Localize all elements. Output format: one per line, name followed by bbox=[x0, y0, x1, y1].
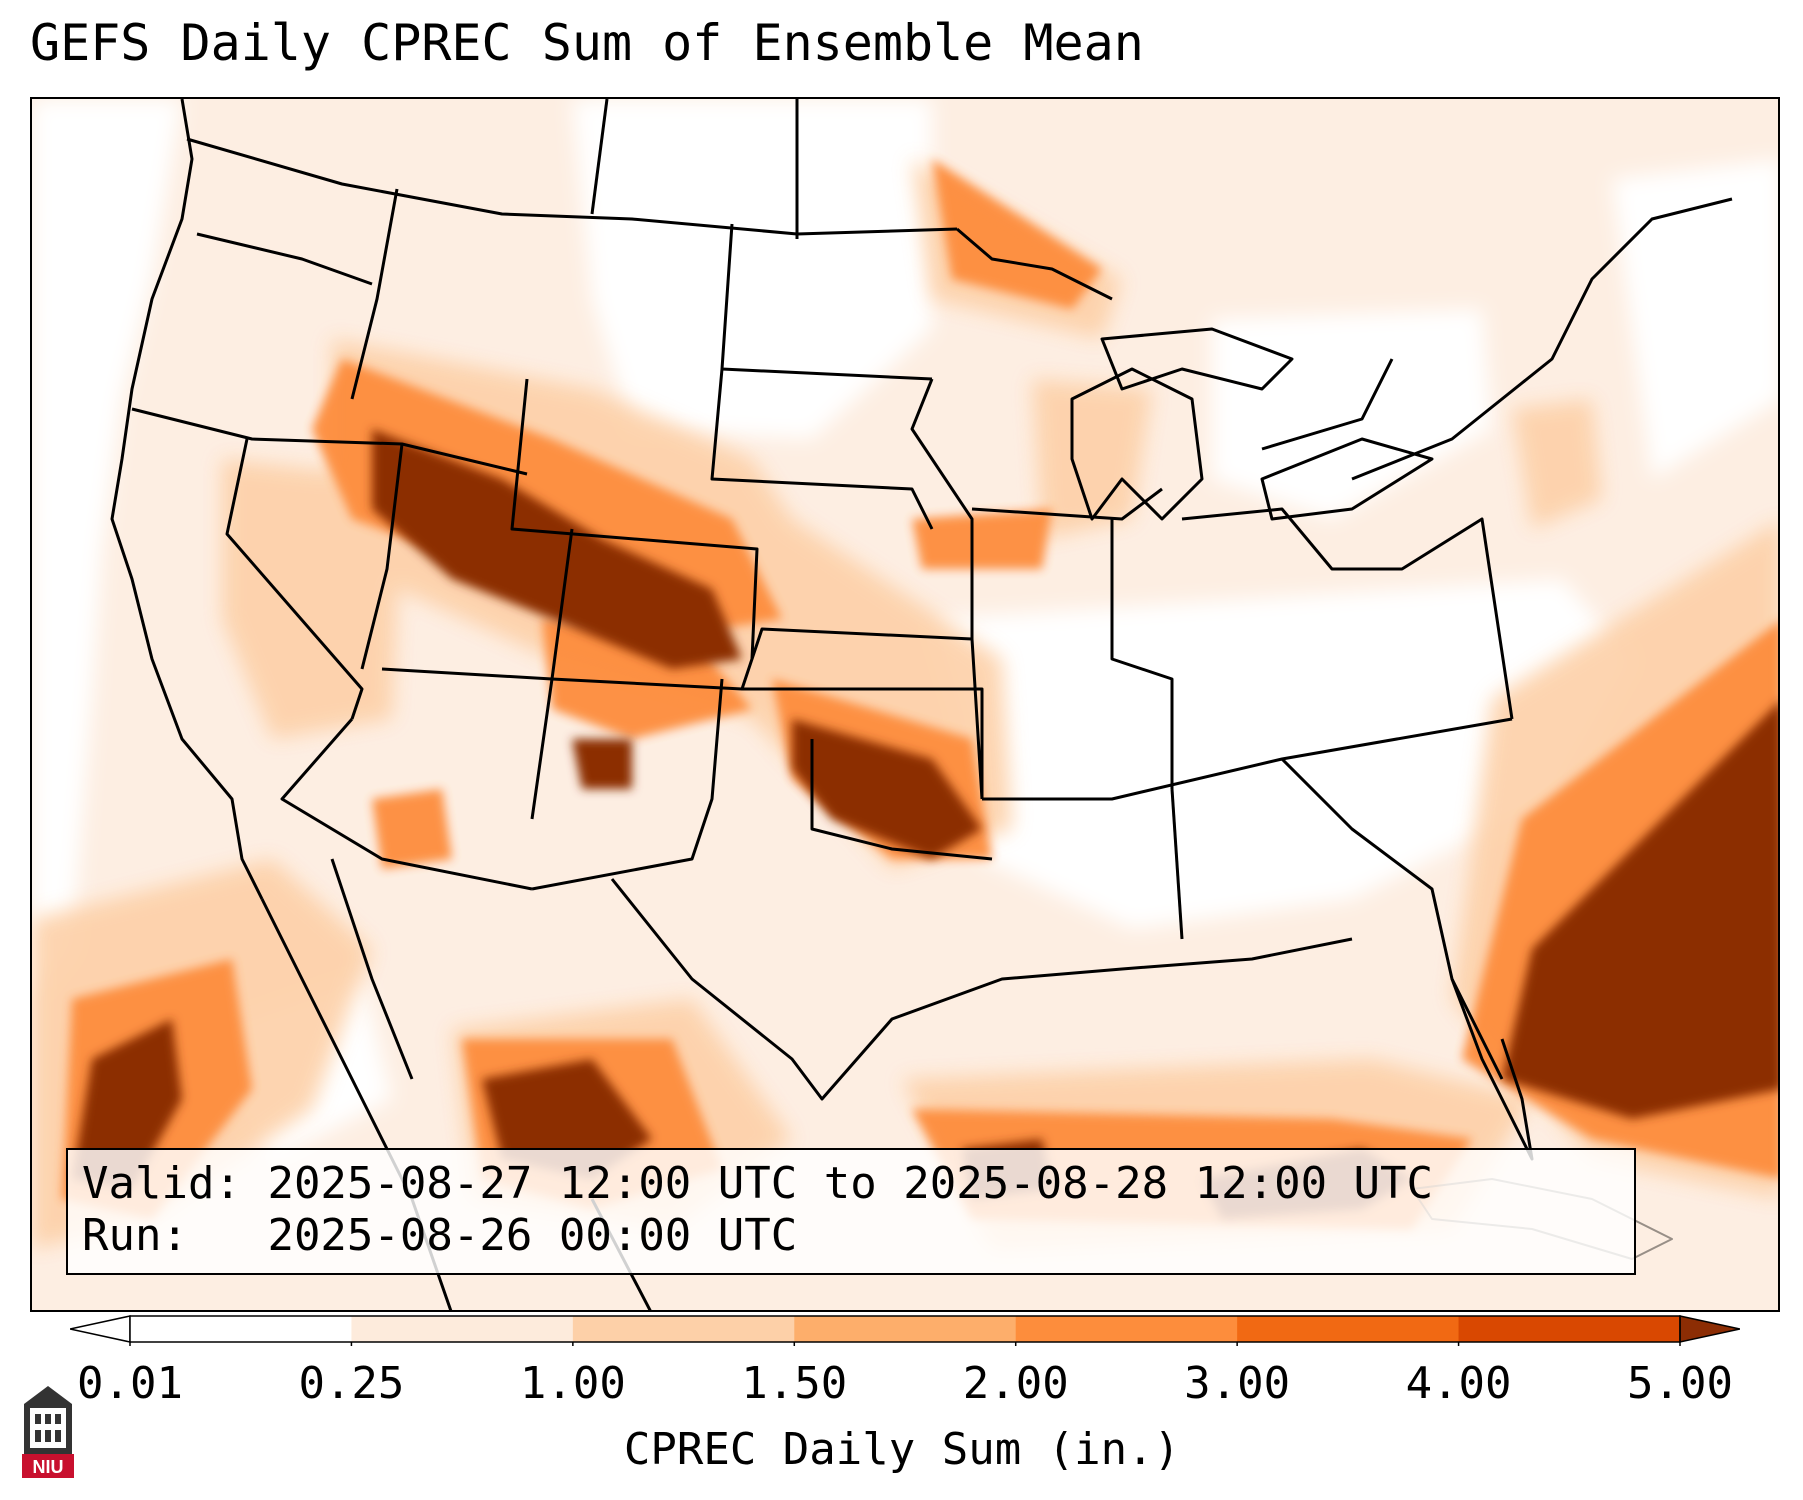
colorbar-segment bbox=[794, 1316, 1017, 1342]
valid-label: Valid: bbox=[82, 1158, 241, 1209]
colorbar-segment bbox=[351, 1316, 574, 1342]
valid-run-infobox: Valid: 2025-08-27 12:00 UTC to 2025-08-2… bbox=[66, 1148, 1636, 1275]
colorbar bbox=[70, 1315, 1740, 1346]
colorbar-segment bbox=[130, 1316, 352, 1342]
colorbar-frame bbox=[129, 1315, 1681, 1343]
colorbar-tick-label: 1.50 bbox=[741, 1358, 848, 1409]
run-time: 2025-08-26 00:00 UTC bbox=[267, 1210, 798, 1261]
colorbar-extend-high bbox=[1679, 1315, 1740, 1343]
colorbar-tick-label: 4.00 bbox=[1405, 1358, 1512, 1409]
svg-text:NIU: NIU bbox=[33, 1457, 64, 1477]
colorbar-tick-label: 5.00 bbox=[1627, 1358, 1733, 1409]
colorbar-segment bbox=[572, 1316, 795, 1342]
colorbar-segment bbox=[1458, 1316, 1681, 1342]
colorbar-tick-label: 0.01 bbox=[77, 1358, 183, 1409]
colorbar-segment bbox=[1237, 1316, 1460, 1342]
colorbar-segment bbox=[1015, 1316, 1238, 1342]
colorbar-extend-low bbox=[70, 1315, 131, 1343]
colorbar-tick-label: 0.25 bbox=[298, 1358, 405, 1409]
colorbar-tick-label: 1.00 bbox=[519, 1358, 626, 1409]
precipitation-map bbox=[30, 97, 1780, 1312]
precip-field bbox=[32, 99, 1778, 1310]
niu-logo: NIU bbox=[22, 1386, 74, 1478]
map-title: GEFS Daily CPREC Sum of Ensemble Mean bbox=[30, 14, 1144, 72]
run-label: Run: bbox=[82, 1210, 188, 1261]
colorbar-label: CPREC Daily Sum (in.) bbox=[623, 1424, 1181, 1475]
valid-time-range: 2025-08-27 12:00 UTC to 2025-08-28 12:00… bbox=[267, 1158, 1434, 1209]
colorbar-tick-label: 3.00 bbox=[1184, 1358, 1291, 1409]
colorbar-tick-label: 2.00 bbox=[962, 1358, 1069, 1409]
